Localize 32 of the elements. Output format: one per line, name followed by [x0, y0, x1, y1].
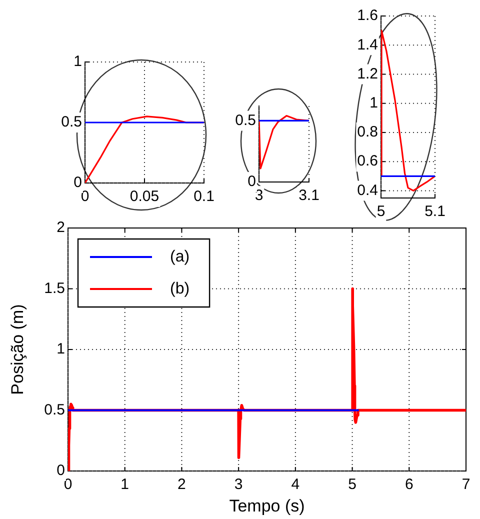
y-tick-label: 0 [56, 462, 65, 480]
y-tick-label: 0.5 [235, 112, 256, 129]
x-tick-label: 5 [348, 476, 356, 494]
y-tick-label: 0.6 [357, 152, 378, 170]
x-tick-label: 6 [404, 476, 414, 494]
x-tick-label: 3.1 [298, 187, 320, 204]
y-tick-label: 0 [74, 174, 82, 192]
y-tick-label: 2 [56, 219, 65, 236]
y-tick-label: 1.4 [357, 36, 378, 54]
y-tick-label: 0.4 [357, 182, 378, 199]
x-tick-label: 4 [291, 476, 300, 494]
legend-label: (a) [170, 248, 190, 266]
y-tick-label: 1 [74, 53, 82, 70]
y-tick-label: 1 [370, 94, 378, 112]
x-axis-title: Tempo (s) [229, 496, 305, 516]
y-tick-label: 1.6 [357, 7, 378, 24]
x-tick-label: 0.05 [130, 188, 160, 206]
legend-label: (b) [170, 280, 190, 298]
y-tick-label: 0.8 [357, 124, 378, 141]
x-tick-label: 5.1 [424, 203, 446, 220]
y-tick-label: 0.5 [61, 114, 82, 131]
y-tick-label: 1 [56, 340, 65, 358]
y-tick-label: 1.2 [357, 65, 378, 82]
x-tick-label: 0.1 [194, 188, 214, 206]
y-tick-label: 0.5 [44, 401, 65, 418]
x-tick-label: 7 [462, 476, 470, 494]
x-tick-label: 2 [178, 476, 186, 494]
x-tick-label: 3 [234, 476, 243, 494]
x-tick-label: 5 [376, 203, 386, 220]
y-tick-label: 1.5 [44, 280, 65, 297]
y-axis-title: Posição (m) [8, 304, 27, 395]
x-tick-label: 1 [120, 476, 130, 494]
